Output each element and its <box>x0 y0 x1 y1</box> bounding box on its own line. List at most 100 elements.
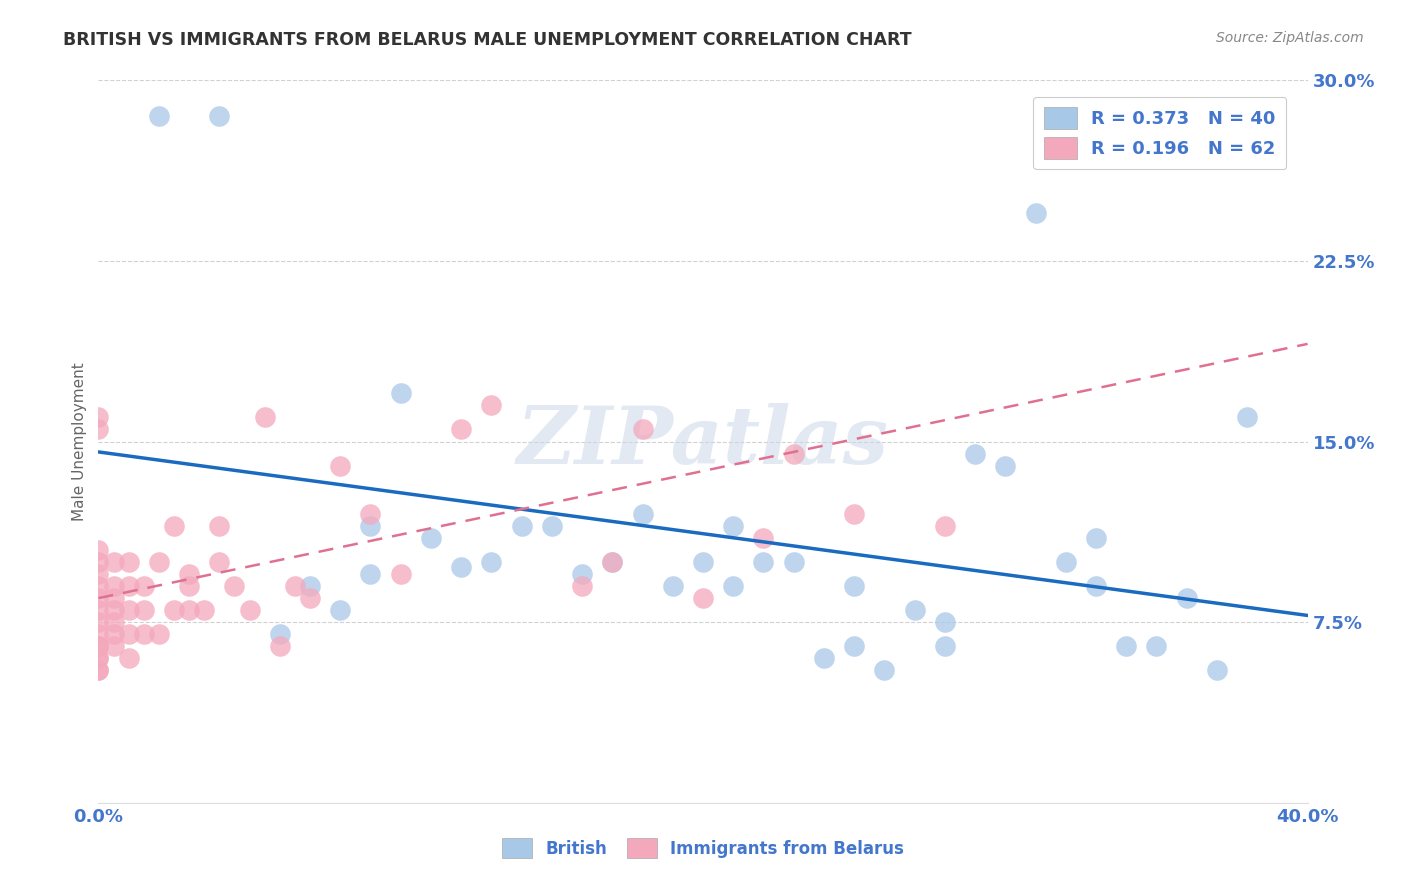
Point <box>118 627 141 641</box>
Point <box>723 518 745 533</box>
Point <box>118 579 141 593</box>
Point <box>1175 591 1198 605</box>
Point <box>329 458 352 473</box>
Point <box>103 591 125 605</box>
Point <box>783 446 806 460</box>
Point <box>389 567 412 582</box>
Point <box>163 603 186 617</box>
Point <box>299 579 322 593</box>
Point <box>692 591 714 605</box>
Point <box>87 579 110 593</box>
Point <box>103 639 125 653</box>
Point <box>87 651 110 665</box>
Point <box>208 555 231 569</box>
Point <box>450 422 472 436</box>
Point <box>87 542 110 557</box>
Point <box>602 555 624 569</box>
Point <box>934 639 956 653</box>
Point <box>631 422 654 436</box>
Point <box>118 603 141 617</box>
Point <box>132 579 155 593</box>
Point <box>1206 664 1229 678</box>
Point <box>87 555 110 569</box>
Point <box>253 410 276 425</box>
Point <box>813 651 835 665</box>
Point <box>602 555 624 569</box>
Point <box>87 639 110 653</box>
Point <box>87 615 110 630</box>
Point <box>87 639 110 653</box>
Point <box>87 664 110 678</box>
Point <box>87 567 110 582</box>
Point <box>118 651 141 665</box>
Point <box>571 579 593 593</box>
Point <box>193 603 215 617</box>
Point <box>692 555 714 569</box>
Point <box>481 555 503 569</box>
Point <box>208 518 231 533</box>
Point <box>420 531 443 545</box>
Text: ZIPatlas: ZIPatlas <box>517 403 889 480</box>
Point <box>994 458 1017 473</box>
Point <box>87 664 110 678</box>
Point <box>934 615 956 630</box>
Point <box>389 386 412 401</box>
Point <box>103 579 125 593</box>
Point <box>844 579 866 593</box>
Point <box>132 603 155 617</box>
Point <box>269 627 291 641</box>
Point <box>1085 531 1108 545</box>
Point <box>1085 579 1108 593</box>
Point <box>1236 410 1258 425</box>
Point <box>179 603 201 617</box>
Point <box>269 639 291 653</box>
Point <box>118 555 141 569</box>
Point <box>284 579 307 593</box>
Point <box>87 410 110 425</box>
Point <box>87 651 110 665</box>
Point <box>873 664 896 678</box>
Point <box>132 627 155 641</box>
Point <box>148 109 170 123</box>
Point <box>540 518 562 533</box>
Point <box>179 579 201 593</box>
Point <box>239 603 262 617</box>
Point <box>208 109 231 123</box>
Point <box>965 446 987 460</box>
Point <box>103 615 125 630</box>
Point <box>103 603 125 617</box>
Point <box>571 567 593 582</box>
Point <box>1054 555 1077 569</box>
Point <box>1024 205 1046 219</box>
Point <box>1144 639 1167 653</box>
Point <box>148 555 170 569</box>
Point <box>103 555 125 569</box>
Point <box>224 579 246 593</box>
Point <box>360 518 382 533</box>
Point <box>904 603 927 617</box>
Text: BRITISH VS IMMIGRANTS FROM BELARUS MALE UNEMPLOYMENT CORRELATION CHART: BRITISH VS IMMIGRANTS FROM BELARUS MALE … <box>63 31 912 49</box>
Point <box>481 398 503 412</box>
Point <box>844 507 866 521</box>
Text: Source: ZipAtlas.com: Source: ZipAtlas.com <box>1216 31 1364 45</box>
Point <box>87 639 110 653</box>
Point <box>87 627 110 641</box>
Point <box>103 627 125 641</box>
Point <box>661 579 683 593</box>
Point <box>844 639 866 653</box>
Point <box>87 591 110 605</box>
Point <box>148 627 170 641</box>
Point <box>87 603 110 617</box>
Point <box>783 555 806 569</box>
Point <box>179 567 201 582</box>
Point <box>299 591 322 605</box>
Point <box>163 518 186 533</box>
Point <box>1115 639 1137 653</box>
Legend: British, Immigrants from Belarus: British, Immigrants from Belarus <box>494 830 912 867</box>
Point <box>934 518 956 533</box>
Point <box>360 567 382 582</box>
Point <box>752 531 775 545</box>
Point <box>510 518 533 533</box>
Point <box>329 603 352 617</box>
Point <box>87 422 110 436</box>
